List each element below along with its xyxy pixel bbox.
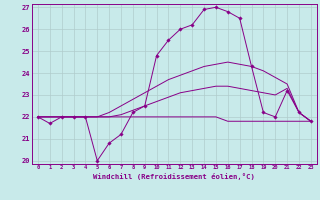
X-axis label: Windchill (Refroidissement éolien,°C): Windchill (Refroidissement éolien,°C) bbox=[93, 173, 255, 180]
